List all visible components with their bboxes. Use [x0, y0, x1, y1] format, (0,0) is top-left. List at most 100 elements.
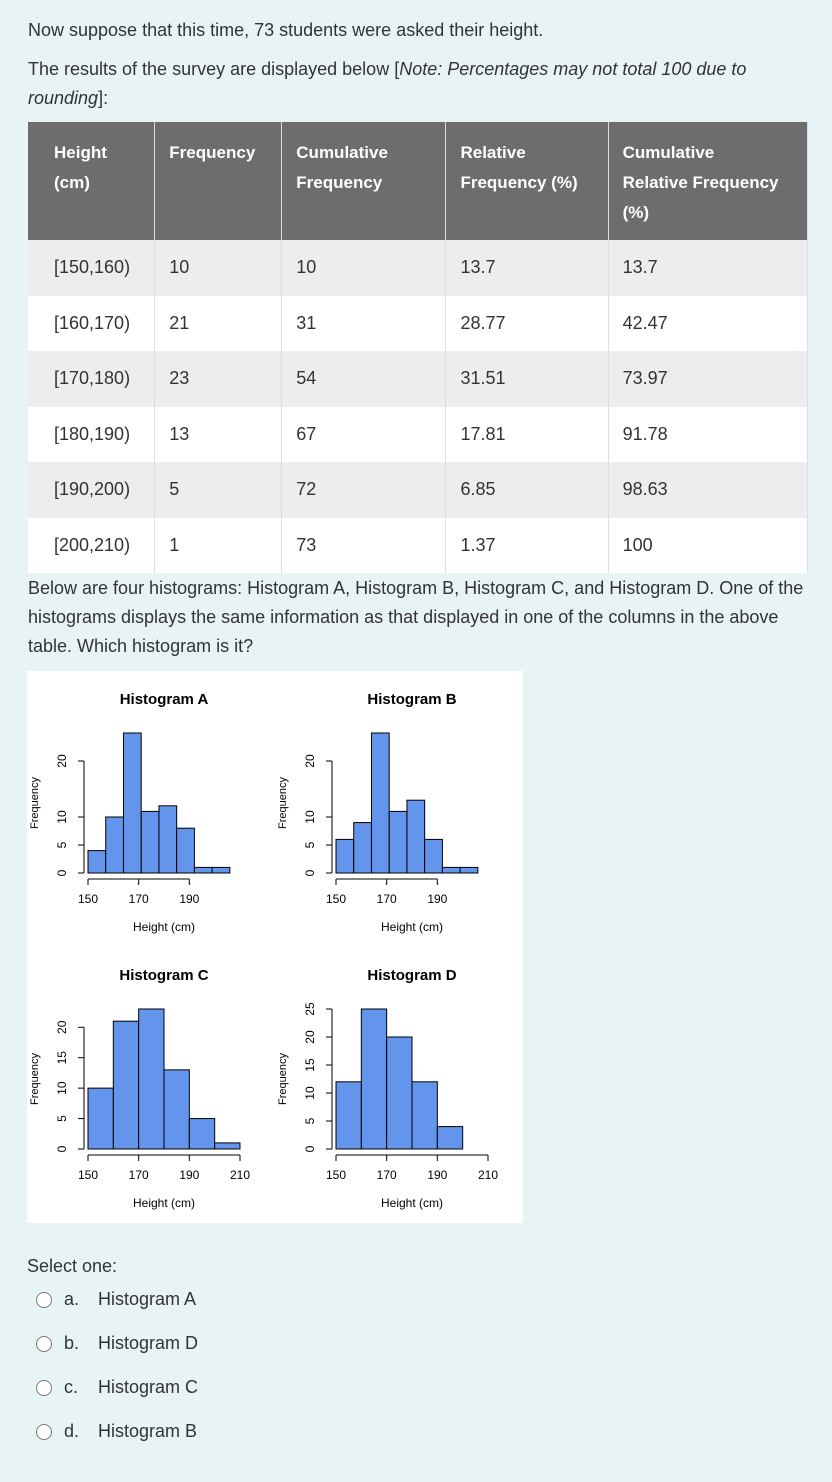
- y-tick-label: 10: [55, 810, 69, 824]
- table-cell: 23: [154, 351, 283, 407]
- bar: [87, 850, 107, 874]
- chart-title: Histogram A: [120, 691, 209, 708]
- header-cell: Relative Frequency (%): [445, 122, 609, 240]
- table-row: [190,200) 5 72 6.85 98.63: [28, 462, 809, 518]
- option-letter: b.: [64, 1333, 80, 1353]
- table-row: [150,160) 10 10 13.7 13.7: [28, 240, 809, 296]
- histogram: Histogram B Height (cm) Frequency 0 5 10 20 150…: [277, 691, 479, 934]
- x-tick-label: 190: [427, 1168, 447, 1182]
- table-row: [180,190) 13 67 17.81 91.78: [28, 406, 809, 462]
- bar: [335, 1081, 362, 1150]
- y-tick-label: 15: [303, 1058, 317, 1072]
- table-cell: 13: [154, 406, 283, 462]
- x-tick-label: 170: [129, 1168, 149, 1182]
- table-row: [200,210) 1 73 1.37 100: [28, 517, 809, 573]
- option: a. Histogram A: [36, 1289, 196, 1310]
- x-tick-label: 190: [179, 892, 199, 906]
- bar: [122, 732, 142, 874]
- table-cell: 100: [608, 517, 809, 573]
- bar: [459, 866, 479, 874]
- table-cell: 1.37: [445, 517, 609, 573]
- option-text: Histogram A: [98, 1289, 197, 1309]
- histograms-image: Histogram A Height (cm) Frequency 0 5 10 20 150…: [27, 671, 523, 1223]
- table-cell: 42.47: [608, 295, 809, 351]
- y-tick-label: 10: [55, 1081, 69, 1095]
- option-letter: d.: [64, 1421, 80, 1441]
- bar: [360, 1008, 388, 1150]
- radio-button[interactable]: [36, 1379, 52, 1396]
- frequency-table: Height (cm) Frequency Cumulative Frequency…: [28, 122, 809, 573]
- table-cell: [160,170): [28, 295, 156, 351]
- text: The results of the survey are displayed …: [28, 59, 400, 79]
- chart-title: Histogram D: [367, 967, 456, 984]
- y-tick-label: 0: [303, 1145, 317, 1152]
- intro: Now suppose that this time, 73 students …: [28, 20, 544, 40]
- y-tick-label: 20: [303, 1030, 317, 1044]
- bar: [411, 1081, 438, 1150]
- bar: [193, 866, 213, 874]
- header-cell: Cumulative Relative Frequency (%): [608, 122, 809, 240]
- chart-title: Histogram C: [119, 967, 208, 984]
- option-letter: a.: [64, 1289, 80, 1309]
- bar: [441, 866, 461, 874]
- header-cell: Height (cm): [28, 122, 156, 240]
- option: b. Histogram D: [36, 1333, 198, 1354]
- y-tick-label: 0: [303, 869, 317, 876]
- table-cell: [150,160): [28, 240, 156, 296]
- table-cell: 28.77: [445, 295, 609, 351]
- option-text: Histogram D: [98, 1333, 199, 1353]
- option: d. Histogram B: [36, 1421, 197, 1442]
- option: c. Histogram C: [36, 1377, 198, 1398]
- bar: [370, 732, 390, 874]
- y-tick-label: 10: [303, 810, 317, 824]
- table-cell: 13.7: [608, 240, 809, 296]
- table-cell: 31.51: [445, 351, 609, 407]
- y-tick-label: 0: [55, 869, 69, 876]
- histogram: Histogram C Height (cm) Frequency 0 5 10 15 20 1…: [29, 967, 250, 1210]
- header-cell: Frequency: [154, 122, 283, 240]
- radio-button[interactable]: [36, 1335, 52, 1352]
- bar: [388, 810, 408, 874]
- bar: [214, 1142, 241, 1150]
- bar: [158, 805, 178, 874]
- table-cell: 31: [281, 295, 447, 351]
- table-cell: 72: [281, 462, 447, 518]
- chart-title: Histogram B: [367, 691, 456, 708]
- bar: [424, 838, 443, 874]
- radio-button[interactable]: [36, 1291, 52, 1308]
- histogram: Histogram A Height (cm) Frequency 0 5 10 20 150…: [29, 691, 231, 934]
- table-cell: 91.78: [608, 406, 809, 462]
- table-cell: 10: [154, 240, 283, 296]
- y-tick-label: 20: [55, 1020, 69, 1034]
- x-tick-label: 150: [78, 1168, 98, 1182]
- bar: [406, 799, 426, 874]
- header-cell: Cumulative Frequency: [281, 122, 447, 240]
- x-tick-label: 150: [326, 892, 346, 906]
- question: Below are four histograms: Histogram A, …: [28, 578, 804, 656]
- y-tick-label: 5: [303, 841, 317, 848]
- x-tick-label: 190: [427, 892, 447, 906]
- y-tick-label: 20: [55, 754, 69, 768]
- x-tick-label: 190: [179, 1168, 199, 1182]
- y-axis-label: Frequency: [29, 777, 41, 829]
- x-tick-label: 210: [478, 1168, 498, 1182]
- x-axis-label: Height (cm): [133, 920, 195, 934]
- table-cell: 13.7: [445, 240, 609, 296]
- text: ]:: [98, 88, 109, 108]
- table-cell: 98.63: [608, 462, 809, 518]
- bar: [176, 827, 195, 874]
- bar: [87, 1087, 114, 1150]
- y-tick-label: 5: [303, 1117, 317, 1124]
- radio-button[interactable]: [36, 1423, 52, 1440]
- table-cell: 73: [281, 517, 447, 573]
- table-cell: [200,210): [28, 517, 156, 573]
- bar: [436, 1126, 464, 1150]
- table-cell: 54: [281, 351, 447, 407]
- x-tick-label: 170: [129, 892, 149, 906]
- bar: [140, 810, 160, 874]
- note: Note: Percentages may not total 100 due …: [28, 59, 747, 108]
- x-tick-label: 210: [230, 1168, 250, 1182]
- table-cell: 5: [154, 462, 283, 518]
- y-axis-label: Frequency: [277, 777, 289, 829]
